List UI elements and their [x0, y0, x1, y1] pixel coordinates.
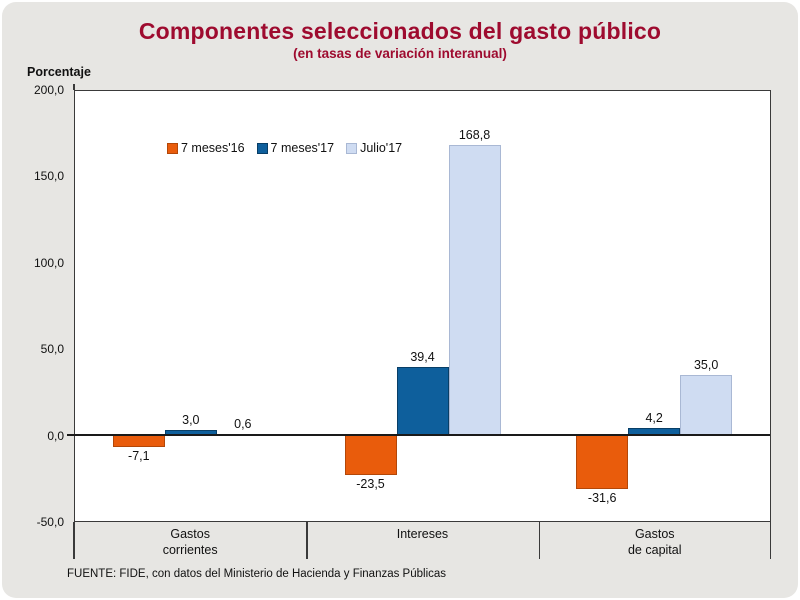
- legend-label: 7 meses'16: [181, 141, 245, 155]
- category-label-gastos-de-capital: Gastos de capital: [627, 527, 682, 558]
- bar-value-label: 168,8: [458, 127, 491, 142]
- category-edge-left: [73, 521, 75, 559]
- y-tick-label: 0,0: [47, 428, 64, 443]
- y-tick-label: -50,0: [36, 515, 64, 529]
- zero-axis-line: [67, 434, 770, 436]
- category-divider: [306, 521, 308, 559]
- axis-corner-tick: [73, 84, 75, 90]
- bar-series2-group1: [448, 144, 501, 435]
- bar-series2-group2: [680, 374, 733, 435]
- bar-series1-group1: [396, 367, 449, 435]
- plot-area: 7 meses'16 7 meses'17 Julio'17 -7,1 -23,5…: [67, 90, 771, 522]
- bar-value-label: 0,6: [234, 416, 252, 431]
- category-edge-right: [769, 521, 771, 559]
- category-divider: [538, 521, 541, 559]
- category-axis: Gastos corrientes Intereses Gastos de ca…: [74, 523, 771, 559]
- bar-series0-group2: [576, 435, 629, 490]
- bar-value-label: -23,5: [356, 477, 385, 492]
- chart-subtitle: (en tasas de variación interanual): [293, 46, 507, 61]
- y-axis-title: Porcentaje: [27, 65, 91, 79]
- y-tick-label: 50,0: [40, 342, 64, 357]
- bar-series0-group0: [112, 435, 165, 448]
- legend-label: 7 meses'17: [270, 141, 335, 155]
- y-tick-label: 200,0: [33, 83, 64, 97]
- legend-item-7meses17: 7 meses'17: [256, 141, 335, 155]
- y-tick-label: 100,0: [33, 255, 64, 270]
- bar-value-label: -7,1: [128, 449, 150, 464]
- legend-label: Julio'17: [360, 141, 403, 155]
- legend-swatch: [346, 142, 358, 154]
- source-note: FUENTE: FIDE, con datos del Ministerio d…: [67, 568, 447, 580]
- legend-item-julio17: Julio'17: [346, 141, 402, 155]
- category-label-gastos-corrientes: Gastos corrientes: [162, 527, 218, 558]
- legend-swatch: [167, 142, 178, 154]
- chart-title: Componentes seleccionados del gasto públ…: [138, 18, 662, 44]
- bar-value-label: 3,0: [182, 412, 200, 427]
- y-tick-label: 150,0: [33, 169, 64, 184]
- bar-series0-group1: [344, 435, 397, 476]
- legend-swatch: [256, 142, 268, 154]
- legend-item-7meses16: 7 meses'16: [167, 141, 245, 155]
- bar-value-label: 39,4: [410, 350, 435, 365]
- bar-value-label: -31,6: [587, 491, 617, 506]
- legend: 7 meses'16 7 meses'17 Julio'17: [167, 141, 402, 155]
- bar-value-label: 35,0: [693, 357, 719, 372]
- bar-value-label: 4,2: [645, 410, 663, 425]
- category-label-intereses: Intereses: [396, 527, 449, 541]
- y-axis-tick-labels: 200,0 150,0 100,0 50,0 0,0 -50,0: [8, 83, 66, 529]
